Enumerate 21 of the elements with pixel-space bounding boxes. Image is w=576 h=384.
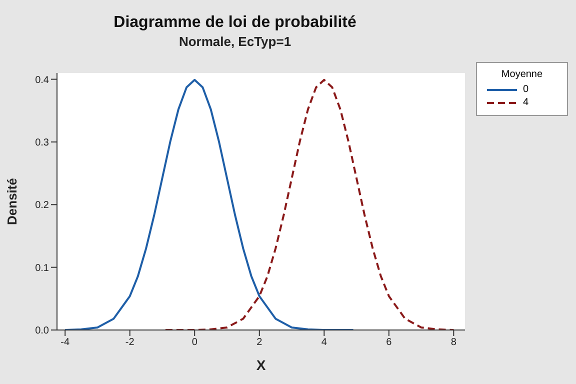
y-tick-label: 0.2 [35,200,50,212]
x-tick-label: 0 [192,337,198,348]
x-tick-label: 4 [321,337,328,348]
legend-label: 0 [523,84,529,95]
chart-subtitle: Normale, EcTyp=1 [178,34,292,49]
line-series [64,78,354,330]
legend-title: Moyenne [500,69,544,80]
x-tick-label: -2 [125,337,135,348]
y-axis-title: Densité [4,178,20,225]
x-tick-label: 2 [256,337,263,348]
chart-title: Diagramme de loi de probabilité [112,14,358,32]
x-tick-label: 8 [450,337,457,348]
x-tick-label: -4 [60,337,70,348]
legend-label: 4 [523,97,529,108]
y-tick-label: 0.1 [35,262,50,274]
line-series [164,78,455,330]
y-tick-label: 0.3 [35,138,50,148]
y-tick-label: 0.0 [35,326,50,337]
y-tick-label: 0.4 [35,74,50,86]
x-tick-label: 6 [386,337,392,348]
x-axis-title: X [256,357,266,373]
